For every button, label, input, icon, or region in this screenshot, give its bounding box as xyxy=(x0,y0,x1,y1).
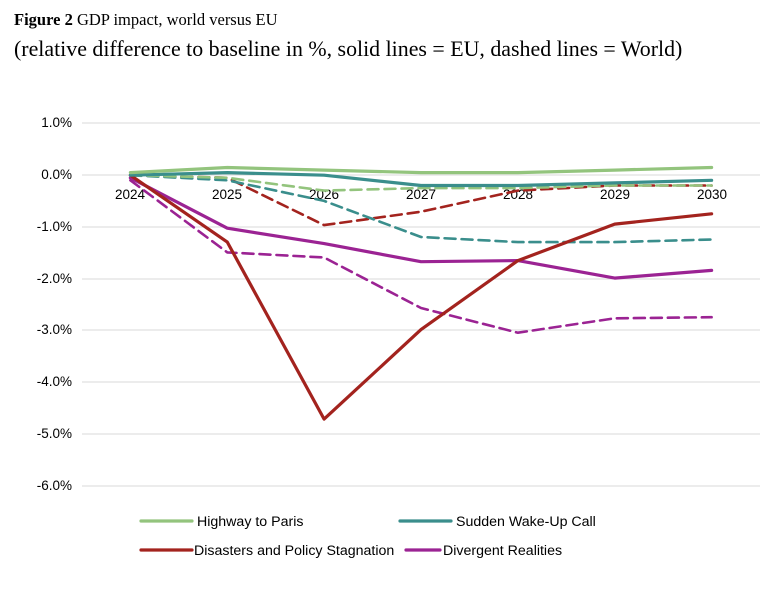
svg-text:-4.0%: -4.0% xyxy=(37,374,72,389)
svg-text:-3.0%: -3.0% xyxy=(37,322,72,337)
svg-text:0.0%: 0.0% xyxy=(41,167,72,182)
svg-text:-1.0%: -1.0% xyxy=(37,219,72,234)
svg-text:-5.0%: -5.0% xyxy=(37,426,72,441)
svg-text:-6.0%: -6.0% xyxy=(37,478,72,493)
svg-text:-2.0%: -2.0% xyxy=(37,271,72,286)
svg-text:Sudden Wake-Up Call: Sudden Wake-Up Call xyxy=(456,514,596,530)
svg-text:2024: 2024 xyxy=(115,187,146,202)
svg-text:Divergent Realities: Divergent Realities xyxy=(443,543,562,559)
svg-text:Highway to Paris: Highway to Paris xyxy=(197,514,303,530)
svg-text:2029: 2029 xyxy=(600,187,630,202)
svg-text:2025: 2025 xyxy=(212,187,242,202)
svg-text:Disasters and Policy Stagnatio: Disasters and Policy Stagnation xyxy=(194,543,394,559)
svg-text:1.0%: 1.0% xyxy=(41,115,72,130)
svg-text:2030: 2030 xyxy=(697,187,727,202)
